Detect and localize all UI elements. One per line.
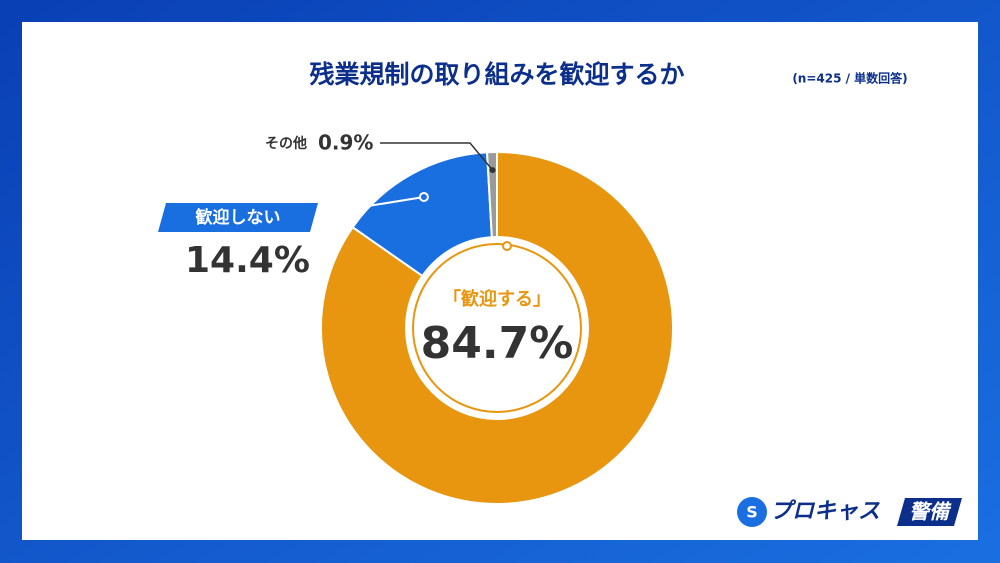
category-tag [158,203,318,232]
brand-tag: 警備 [909,500,952,524]
brand-tag-box [897,498,962,526]
leader-line [299,196,425,218]
inner-ring [412,243,582,413]
donut-hole [405,236,589,420]
leader-dot [418,192,429,203]
category-label: 歓迎しない [196,207,281,228]
leader-line [380,142,494,171]
logo-icon-letter: S [746,503,758,522]
leader-dot [502,241,512,251]
logo-icon [737,497,767,527]
value-label: 14.4% [185,240,310,281]
chart-title: 残業規制の取り組みを歓迎するか [309,60,684,89]
logo: S プロキャス 警備 [737,497,962,527]
value-label: 0.9% [318,131,373,155]
category-label: その他 [265,135,307,152]
value-label: 84.7% [421,318,574,369]
leader-dot [489,167,496,174]
category-label: 「歓迎する」 [443,288,551,310]
brand-name: プロキャス [770,499,880,524]
subtitle: (n=425 / 単数回答) [792,71,907,86]
